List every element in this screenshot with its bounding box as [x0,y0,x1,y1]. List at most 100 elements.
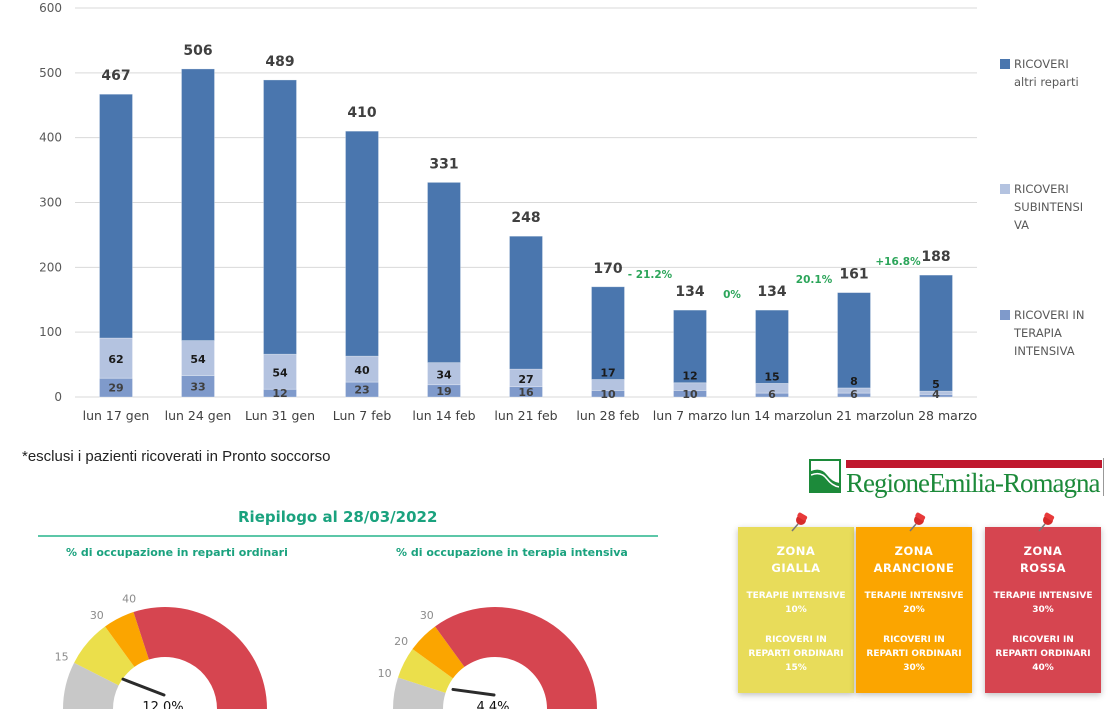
gauge-threshold-label: 10 [378,667,392,680]
zone-ro-label2: REPARTI ORDINARI [748,649,844,659]
subintensive-value-label: 40 [354,364,370,377]
gauge-band-yellow [74,626,135,686]
bar-stack: 29 62 467 [99,68,133,398]
bar-segment [181,68,215,341]
subintensive-value-label: 62 [108,353,123,366]
total-value-label: 134 [675,284,704,300]
intensive-value-label: 6 [768,388,776,401]
intensive-value-label: 12 [272,387,287,400]
pushpin-icon [1038,512,1055,532]
zone-ro-value: 15% [785,663,807,673]
zone-title: ZONA ROSSA [985,543,1101,577]
bar-segment [427,182,461,364]
bar-stack: 23 40 410 [345,105,379,398]
zone-title-line1: ZONA [1023,544,1063,558]
subintensive-value-label: 34 [436,369,452,382]
logo-text: RegioneEmilia-Romagna [846,468,1100,498]
bar-segment [99,93,133,339]
zone-ti-label: TERAPIE INTENSIVE [864,591,964,601]
y-tick-label: 0 [54,390,62,404]
bar-segment [755,309,789,384]
zone-title-line1: ZONA [776,544,816,558]
x-tick-label: lun 21 marzo [813,408,895,423]
legend-label-line: altri reparti [1014,75,1079,89]
gauge-threshold-label: 30 [420,609,434,622]
bar-segment [181,340,215,377]
regione-emilia-romagna-logo: RegioneEmilia-Romagna [806,456,1102,500]
bar-segment [919,274,953,392]
total-value-label: 134 [757,284,786,300]
zone-ro-label2: REPARTI ORDINARI [995,649,1091,659]
percent-change-annotations: - 21.2% 0% 20.1% +16.8% [628,256,921,301]
percent-change-label: +16.8% [875,256,921,268]
gauge-value-label: 12.0% [142,700,183,709]
x-tick-label: Lun 31 gen [245,408,315,423]
zone-ti-value: 20% [903,605,925,615]
bar-segment [509,235,543,370]
bar-stack: 45 188 [919,249,953,401]
subintensive-value-label: 8 [850,375,858,388]
zone-card: ZONA ARANCIONE TERAPIE INTENSIVE 20% RICOVER… [856,512,972,693]
intensive-value-label: 19 [436,385,451,398]
subintensive-value-label: 12 [682,370,697,383]
x-tick-label: Lun 7 feb [333,408,392,423]
bar-segment [99,337,133,379]
gauge-band-base [63,662,119,709]
intensive-value-label: 10 [682,388,698,401]
zone-title-line1: ZONA [894,544,934,558]
intensive-value-label: 6 [850,388,858,401]
intensive-value-label: 10 [600,388,616,401]
gauge-intensiva-title: % di occupazione in terapia intensiva [396,546,628,559]
gauge-needle [451,687,496,697]
zone-ti-value: 10% [785,605,807,615]
total-value-label: 188 [921,249,950,265]
total-value-label: 489 [265,54,294,70]
bar-stack: 10 17 170 [591,261,625,401]
bar-stack: 68 161 [837,267,871,401]
total-value-label: 467 [101,68,130,84]
zone-ti-label: TERAPIE INTENSIVE [993,591,1093,601]
percent-change-label: - 21.2% [628,269,673,281]
y-tick-label: 100 [39,325,62,339]
gauge-band-red [133,607,267,709]
bar-segment [345,381,379,398]
intensive-value-label: 33 [190,380,205,393]
pushpin-icon [791,512,808,532]
zone-ro-label1: RICOVERI IN [1012,635,1074,645]
logo-red-bar [846,460,1102,468]
gauge-band-orange [412,626,465,679]
bars: 2962467335450612544892340410193433116272… [99,43,953,401]
total-value-label: 331 [429,156,458,172]
zone-ro-label1: RICOVERI IN [883,635,945,645]
gauge-band-red [435,607,597,709]
y-tick-label: 500 [39,66,62,80]
legend-label-line: TERAPIA [1014,326,1062,340]
summary-divider [38,535,658,537]
x-tick-label: lun 14 feb [412,408,475,423]
logo-separator [1103,458,1104,496]
subintensive-value-label: 17 [600,366,615,379]
legend-label-line: RICOVERI IN [1014,308,1085,322]
x-tick-label: lun 28 feb [576,408,639,423]
y-tick-label: 400 [39,131,62,145]
x-tick-label: lun 14 marzo [731,408,813,423]
y-tick-label: 300 [39,196,62,210]
percent-change-label: 0% [723,289,741,301]
legend-swatch [1000,310,1010,320]
subintensive-value-label: 15 [764,370,779,383]
y-tick-label: 200 [39,260,62,274]
legend-label-line: INTENSIVA [1014,344,1075,358]
percent-change-label: 20.1% [796,274,833,286]
bar-stack: 12 54 489 [263,54,297,400]
zone-card: ZONA GIALLA TERAPIE INTENSIVE 10% RICOVERI I… [738,512,854,693]
gauge-band-yellow [397,649,453,693]
legend-swatch [1000,184,1010,194]
legend-label-line: SUBINTENSI [1014,200,1084,214]
x-tick-label: lun 7 marzo [653,408,727,423]
gauge-needle [121,677,166,697]
gauge-intensiva: 10 20 30 4.4% [378,607,597,709]
total-value-label: 161 [839,267,868,283]
logo-flag-icon [809,459,841,493]
